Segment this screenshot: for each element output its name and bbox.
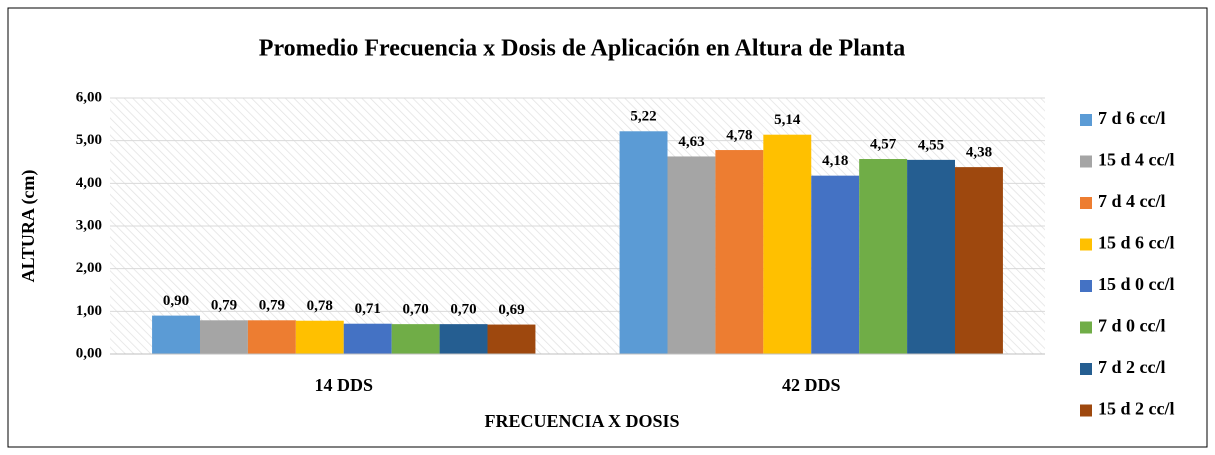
bar — [199, 320, 248, 354]
data-label: 4,57 — [870, 136, 897, 152]
data-label: 0,70 — [450, 302, 476, 318]
legend-swatch — [1080, 114, 1092, 126]
data-label: 0,79 — [259, 298, 285, 314]
y-tick-label: 0,00 — [76, 345, 102, 361]
legend-label: 7 d 4 cc/l — [1098, 191, 1166, 211]
legend-label: 7 d 2 cc/l — [1098, 357, 1166, 377]
bar — [955, 167, 1003, 354]
y-tick-label: 2,00 — [76, 260, 102, 276]
legend-label: 7 d 6 cc/l — [1098, 108, 1166, 128]
chart-title: Promedio Frecuencia x Dosis de Aplicació… — [259, 36, 905, 62]
bar — [859, 159, 908, 354]
legend-swatch — [1080, 363, 1092, 375]
bar — [391, 324, 440, 354]
x-tick-label: 14 DDS — [314, 375, 373, 395]
bar — [811, 175, 860, 354]
y-tick-label: 3,00 — [76, 217, 102, 233]
bar — [487, 324, 536, 354]
x-tick-label: 42 DDS — [782, 375, 841, 395]
legend-swatch — [1080, 321, 1092, 334]
x-axis-title: FRECUENCIA X DOSIS — [484, 411, 679, 431]
y-tick-label: 5,00 — [76, 132, 102, 148]
legend-swatch — [1080, 197, 1092, 209]
bar — [907, 159, 956, 354]
legend-swatch — [1080, 238, 1092, 251]
data-label: 4,55 — [918, 137, 944, 153]
y-axis-title: ALTURA (cm) — [18, 170, 39, 283]
y-tick-label: 6,00 — [76, 89, 102, 105]
legend-label: 15 d 2 cc/l — [1098, 399, 1175, 419]
data-label: 4,63 — [678, 134, 704, 150]
legend-label: 15 d 6 cc/l — [1098, 233, 1175, 253]
data-label: 4,78 — [726, 127, 752, 143]
bar — [295, 320, 344, 354]
bar — [247, 320, 296, 354]
data-label: 5,14 — [774, 112, 801, 128]
data-label: 5,22 — [630, 109, 656, 125]
bar — [619, 131, 668, 354]
bar — [439, 324, 488, 354]
data-label: 0,78 — [307, 298, 333, 314]
data-label: 0,71 — [355, 301, 381, 317]
bar — [667, 156, 716, 354]
data-label: 0,70 — [403, 302, 429, 318]
bar — [343, 323, 392, 354]
data-label: 4,18 — [822, 153, 848, 169]
data-label: 4,38 — [966, 145, 992, 161]
legend-label: 15 d 4 cc/l — [1098, 150, 1175, 170]
legend-swatch — [1080, 404, 1092, 417]
data-label: 0,79 — [211, 298, 237, 314]
legend-label: 15 d 0 cc/l — [1098, 274, 1175, 294]
legend-label: 7 d 0 cc/l — [1098, 316, 1166, 336]
data-label: 0,90 — [163, 293, 189, 309]
legend-swatch — [1080, 280, 1092, 292]
legend-swatch — [1080, 155, 1092, 168]
bar — [715, 150, 764, 354]
bar — [152, 315, 200, 354]
y-tick-label: 1,00 — [76, 303, 102, 319]
bar — [763, 134, 812, 354]
data-label: 0,69 — [498, 302, 524, 318]
y-tick-label: 4,00 — [76, 175, 102, 191]
